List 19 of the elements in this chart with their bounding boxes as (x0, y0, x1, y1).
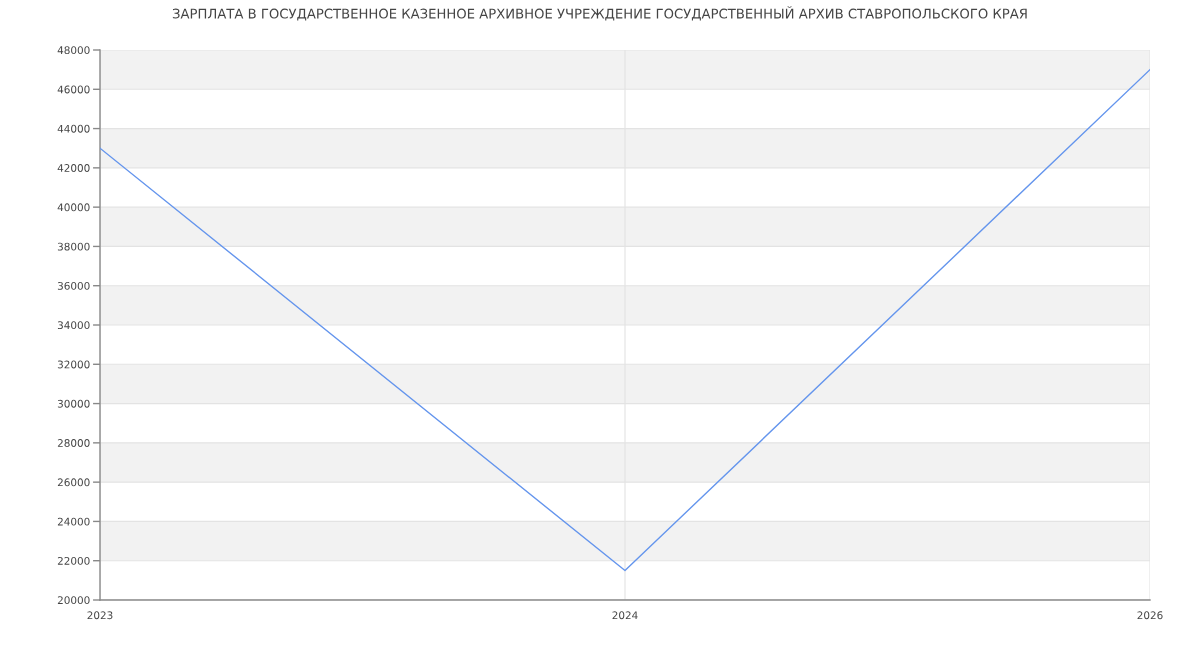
y-tick-label: 22000 (57, 556, 90, 565)
y-tick-label: 24000 (57, 517, 90, 526)
chart-title: ЗАРПЛАТА В ГОСУДАРСТВЕННОЕ КАЗЕННОЕ АРХИВНОЕ УЧРЕЖДЕНИЕ ГОСУДАРСТВЕННЫЙ АРХИВ СТАВРОПОЛЬСКОГО КРАЯ (172, 6, 1027, 21)
y-tick-label: 26000 (57, 478, 90, 487)
y-tick-label: 38000 (57, 242, 90, 251)
y-tick-label: 20000 (57, 596, 90, 605)
x-tick-label: 2024 (612, 611, 638, 620)
y-tick-label: 28000 (57, 439, 90, 447)
y-tick-label: 40000 (57, 203, 90, 212)
x-tick-label: 2026 (1137, 611, 1163, 620)
y-tick-label: 46000 (57, 85, 90, 94)
y-tick-label: 48000 (57, 46, 90, 55)
y-tick-label: 34000 (57, 321, 90, 330)
x-tick-label: 2023 (87, 611, 113, 620)
y-tick-label: 36000 (57, 281, 90, 290)
y-tick-label: 32000 (57, 360, 90, 369)
y-tick-label: 44000 (57, 124, 90, 133)
y-tick-label: 42000 (57, 164, 90, 172)
y-tick-label: 30000 (57, 399, 90, 408)
